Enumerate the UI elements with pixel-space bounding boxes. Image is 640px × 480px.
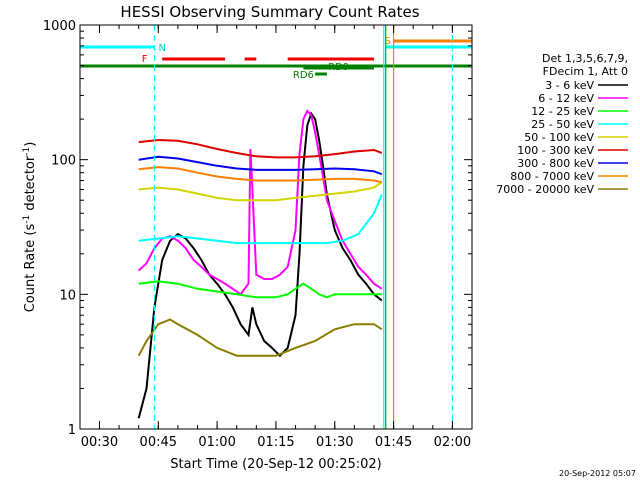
legend-entry-label: 50 - 100 keV <box>524 131 594 144</box>
legend-header-line: Det 1,3,5,6,7,9, <box>542 52 628 65</box>
series-line-3-6keV <box>137 111 383 419</box>
y-tick-label: 10 <box>59 288 76 303</box>
legend-entry-label: 7000 - 20000 keV <box>496 183 594 196</box>
series-line-50-100keV <box>138 181 383 202</box>
series-line-25-50keV <box>138 194 383 245</box>
flag-label-rd9: RD9 <box>328 62 349 73</box>
legend-entry-label: 800 - 7000 keV <box>510 170 594 183</box>
footer-date: 20-Sep-2012 05:07 <box>559 469 636 478</box>
x-axis-label: Start Time (20-Sep-12 00:25:02) <box>170 457 381 472</box>
x-tick-label: 01:45 <box>375 435 412 450</box>
chart-title: HESSI Observing Summary Count Rates <box>120 3 419 21</box>
series-line-100-300keV <box>138 138 383 159</box>
legend: Det 1,3,5,6,7,9,FDecim 1, Att 03 - 6 keV… <box>496 52 628 196</box>
legend-entry-label: 12 - 25 keV <box>531 105 594 118</box>
flag-label-n: N <box>158 43 165 54</box>
series-line-300-800keV <box>138 155 383 176</box>
flag-label-f: F <box>142 54 148 65</box>
flag-label-s: S <box>385 36 391 47</box>
x-tick-label: 01:15 <box>257 435 294 450</box>
x-tick-label: 01:30 <box>316 435 353 450</box>
y-tick-label: 1 <box>68 423 76 438</box>
series-line-6-12keV <box>138 109 383 296</box>
x-tick-label: 00:45 <box>140 435 177 450</box>
legend-entry-label: 3 - 6 keV <box>545 79 594 92</box>
y-tick-label: 1000 <box>43 19 76 34</box>
y-tick-label: 100 <box>51 154 76 169</box>
legend-entry-label: 25 - 50 keV <box>531 118 594 131</box>
series-line-7000-20000keV <box>137 318 383 357</box>
y-axis-label: Count Rate (s-1 detector-1) <box>22 142 38 313</box>
legend-entry-label: 300 - 800 keV <box>517 157 594 170</box>
series-line-800-7000keV <box>138 166 383 184</box>
series-line-12-25keV <box>138 280 382 299</box>
x-tick-label: 01:00 <box>198 435 235 450</box>
legend-entry-label: 6 - 12 keV <box>538 92 594 105</box>
x-tick-label: 02:00 <box>434 435 471 450</box>
legend-header-line: FDecim 1, Att 0 <box>543 65 628 78</box>
x-tick-label: 00:30 <box>81 435 118 450</box>
flag-label-rd6: RD6 <box>293 70 314 81</box>
legend-entry-label: 100 - 300 keV <box>517 144 594 157</box>
